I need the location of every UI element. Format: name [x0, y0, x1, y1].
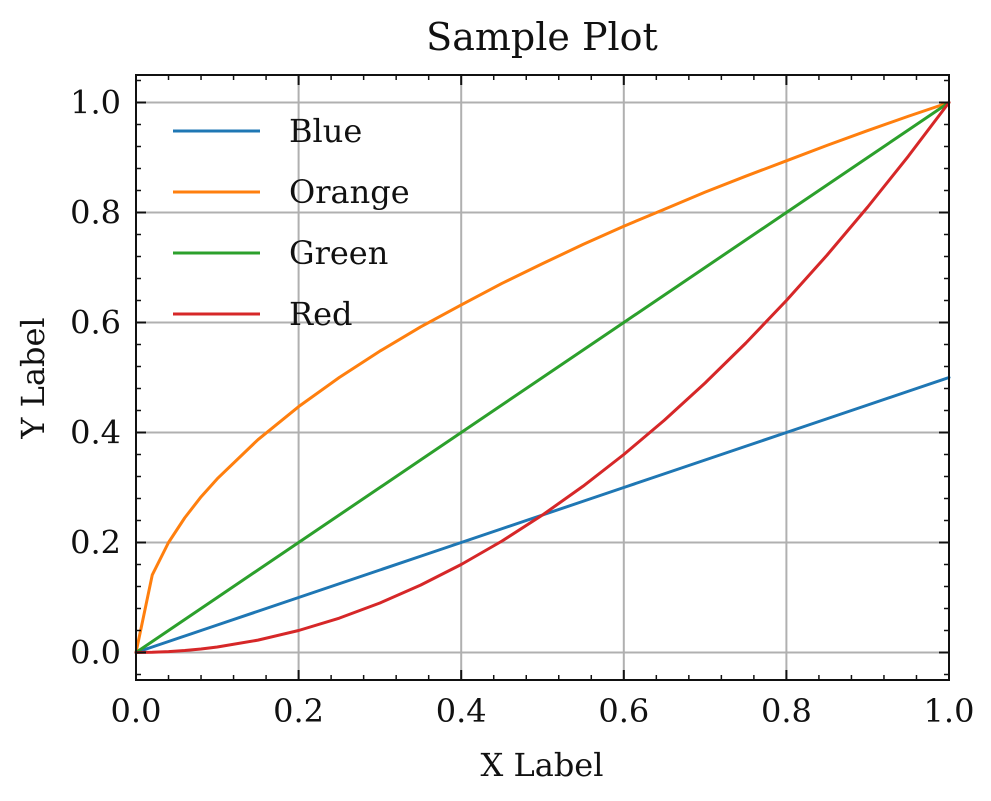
y-tick-label: 1.0 — [70, 84, 121, 122]
legend-label-orange: Orange — [289, 173, 410, 211]
x-tick-label: 1.0 — [924, 692, 975, 730]
plot-frame — [135, 74, 950, 681]
x-tick-label: 0.8 — [761, 692, 812, 730]
axis-ticks — [135, 75, 950, 680]
legend-label-blue: Blue — [289, 112, 362, 150]
legend-label-green: Green — [289, 234, 388, 272]
x-tick-labels: 0.0 0.2 0.4 0.6 0.8 1.0 — [111, 692, 975, 730]
x-tick-label: 0.6 — [598, 692, 649, 730]
series-line-orange — [134, 101, 951, 654]
legend: Blue Orange Green Red — [173, 112, 410, 333]
series-line-blue — [134, 376, 951, 654]
grid-lines — [135, 75, 950, 680]
x-tick-label: 0.2 — [273, 692, 324, 730]
y-tick-label: 0.6 — [70, 304, 121, 342]
y-tick-label: 0.8 — [70, 194, 121, 232]
y-tick-labels: 0.0 0.2 0.4 0.6 0.8 1.0 — [70, 84, 121, 672]
series-line-red — [134, 101, 951, 654]
series-lines — [134, 101, 951, 654]
x-axis-label: X Label — [481, 746, 604, 784]
y-tick-label: 0.0 — [70, 634, 121, 672]
y-tick-label: 0.2 — [70, 524, 121, 562]
y-tick-label: 0.4 — [70, 414, 121, 452]
x-tick-label: 0.0 — [111, 692, 162, 730]
series-line-green — [134, 101, 951, 654]
chart-title: Sample Plot — [426, 15, 658, 59]
y-axis-label: Y Label — [14, 317, 52, 439]
legend-label-red: Red — [289, 295, 353, 333]
x-tick-label: 0.4 — [436, 692, 487, 730]
